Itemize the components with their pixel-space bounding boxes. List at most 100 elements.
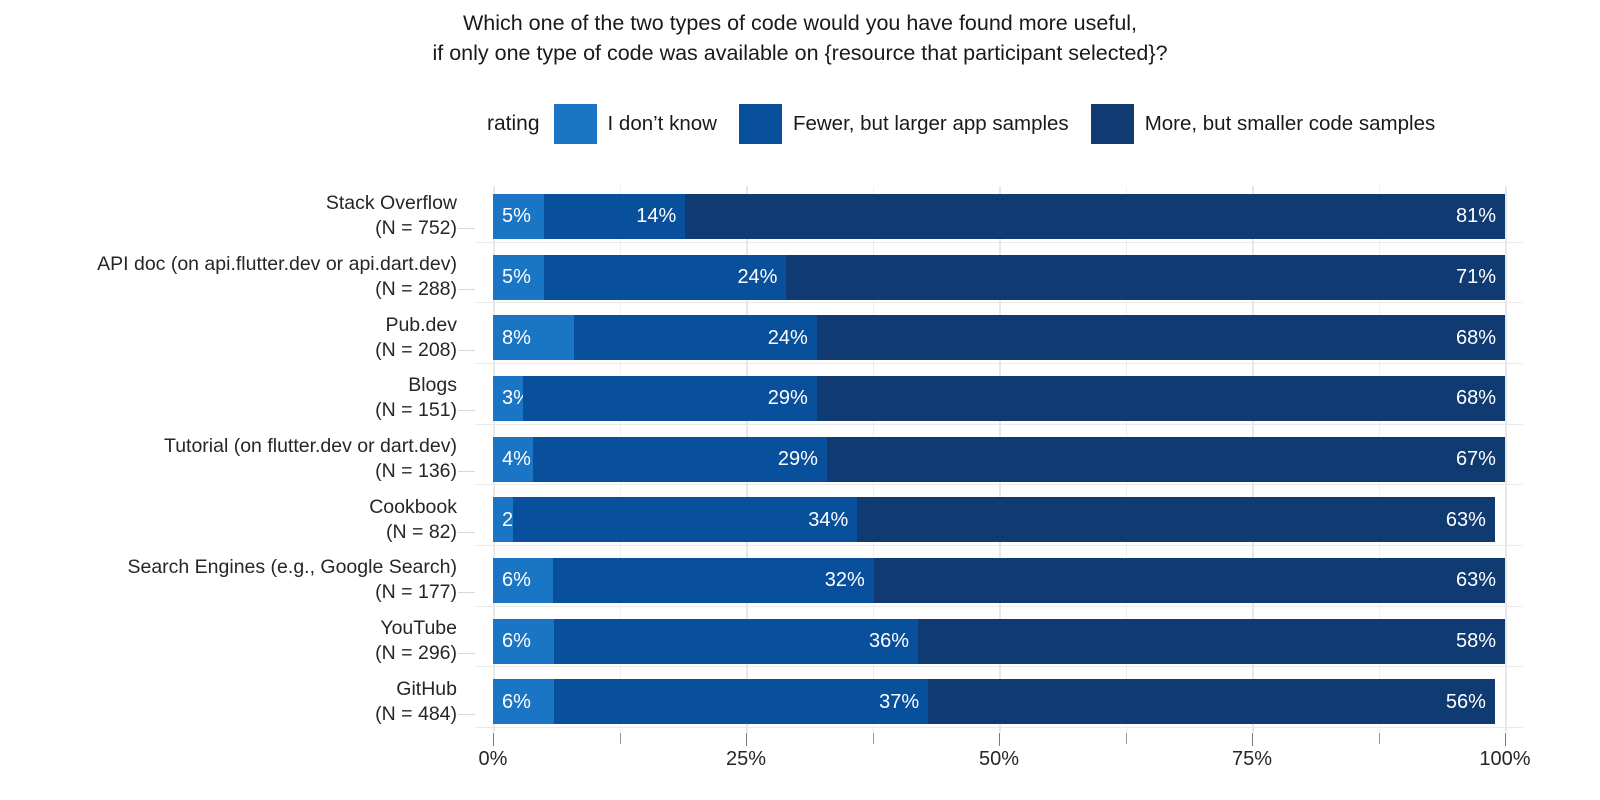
bar-row[interactable]: 4% 29% 67% (493, 436, 1505, 482)
bar-segment[interactable]: 68% (816, 315, 1505, 361)
bar-segment[interactable]: 71% (786, 254, 1505, 300)
bar-segment[interactable]: 81% (685, 193, 1505, 239)
x-axis-tick-label: 100% (1479, 748, 1531, 770)
bar-segment[interactable]: 5% (493, 254, 544, 300)
bar-segment[interactable]: 8% (493, 315, 574, 361)
bar-segment-label: 4% (502, 448, 531, 470)
bar-row[interactable]: 6% 36% 58% (493, 618, 1505, 664)
horizontal-gridline (475, 666, 1523, 668)
y-axis-category-name: Stack Overflow (325, 192, 457, 215)
bar-segment-label: 24% (737, 266, 778, 288)
bar-segment[interactable]: 32% (553, 557, 874, 603)
x-axis-major-tick (1252, 733, 1253, 746)
bar-row[interactable]: 6% 37% 56% (493, 679, 1505, 725)
x-axis-minor-tick (1125, 733, 1127, 744)
legend-entry-label: I don’t know (607, 112, 717, 135)
bar-segment-label: 68% (1455, 387, 1496, 410)
bar-segment-label: 63% (1445, 508, 1486, 531)
bar-segment-label: 6% (502, 690, 531, 713)
legend-entry[interactable]: I don’t know (553, 104, 717, 144)
bar-row[interactable]: 8% 24% 68% (493, 315, 1505, 361)
bar-row[interactable]: 5% 14% 81% (493, 193, 1505, 239)
x-axis-tick-label: 75% (1231, 748, 1273, 770)
chart-legend: rating I don’t know Fewer, but larger app… (487, 103, 1457, 145)
bar-segment[interactable]: 36% (553, 618, 919, 664)
y-axis-category-name: GitHub (396, 677, 457, 700)
bar-segment-label: 6% (502, 630, 531, 652)
legend-title: rating (487, 112, 540, 135)
horizontal-gridline (475, 545, 1523, 547)
y-axis-category-name: Pub.dev (385, 313, 457, 336)
bar-row[interactable]: 5% 24% 71% (493, 254, 1505, 300)
bar-segment[interactable]: 34% (513, 497, 858, 543)
bar-segment-label: 8% (502, 326, 531, 349)
bar-segment[interactable]: 56% (928, 679, 1495, 725)
bar-segment[interactable]: 14% (543, 193, 686, 239)
bar-segment-label: 56% (1445, 690, 1486, 713)
x-axis-tick-label: 0% (478, 748, 508, 770)
bar-segment-label: 71% (1455, 266, 1496, 288)
bar-segment[interactable]: 6% (493, 557, 554, 603)
y-axis-label: Search Engines (e.g., Google Search) (N =… (127, 555, 457, 605)
y-axis-tick (458, 471, 475, 472)
y-axis-label: API doc (on api.flutter.dev or api.dart.… (97, 252, 457, 302)
bar-segment[interactable]: 58% (918, 618, 1505, 664)
x-axis-minor-tick (619, 733, 621, 744)
plot-area: 5% 14% 81% 5% 24% 71% 8% 24% 68% 3% 29% 68% 4% 29% 67%… (475, 186, 1523, 732)
x-axis-major-tick (999, 733, 1000, 746)
bar-segment[interactable]: 4% (493, 436, 534, 482)
bar-segment-label: 36% (869, 630, 910, 652)
y-axis-labels: Stack Overflow (N = 752) API doc (on api.f… (0, 186, 475, 732)
y-axis-category-name: Search Engines (e.g., Google Search) (127, 556, 457, 579)
y-axis-category-count: (N = 208) (375, 338, 457, 361)
bar-segment[interactable]: 37% (553, 679, 929, 725)
x-axis-tick-label: 25% (725, 748, 767, 770)
bar-row[interactable]: 3% 29% 68% (493, 375, 1505, 421)
horizontal-gridline (475, 484, 1523, 486)
y-axis-category-count: (N = 82) (386, 520, 457, 543)
y-axis-label: Cookbook (N = 82) (369, 495, 457, 545)
bar-segment[interactable]: 68% (816, 375, 1505, 421)
bar-segment[interactable]: 6% (493, 618, 554, 664)
legend-swatch-icon (553, 104, 597, 144)
x-axis-minor-tick (872, 733, 874, 744)
bar-row[interactable]: 2% 34% 63% (493, 497, 1505, 543)
y-axis-label: Stack Overflow (N = 752) (326, 191, 457, 241)
bar-segment-label: 5% (502, 205, 531, 228)
bar-segment-label: 68% (1455, 326, 1496, 349)
bar-segment[interactable]: 6% (493, 679, 554, 725)
y-axis-tick (458, 713, 475, 715)
x-axis-major-tick (493, 733, 494, 746)
bar-segment[interactable]: 3% (493, 375, 531, 421)
y-axis-label: Tutorial (on flutter.dev or dart.dev) (N … (164, 434, 457, 484)
bar-segment[interactable]: 63% (873, 557, 1505, 603)
bar-segment[interactable]: 24% (543, 254, 787, 300)
x-axis-minor-tick (1378, 733, 1380, 744)
legend-entry[interactable]: More, but smaller code samples (1090, 104, 1436, 144)
x-axis-tick-labels: 0% 25% 50% 75% 100% (479, 748, 1531, 778)
legend-swatch-icon (738, 104, 782, 144)
horizontal-gridline (475, 605, 1523, 607)
legend-entry-label: Fewer, but larger app samples (792, 112, 1069, 135)
y-axis-category-count: (N = 752) (375, 217, 457, 240)
bar-segment-label: 67% (1455, 448, 1496, 470)
bar-segment[interactable]: 24% (573, 315, 817, 361)
legend-entry-label: More, but smaller code samples (1144, 112, 1436, 135)
bar-segment[interactable]: 29% (533, 436, 827, 482)
y-axis-category-count: (N = 177) (375, 581, 457, 604)
y-axis-category-count: (N = 288) (375, 278, 457, 300)
chart-title-line-2: if only one type of code was available o… (432, 41, 1168, 65)
bar-segment[interactable]: 63% (857, 497, 1495, 543)
legend-entry[interactable]: Fewer, but larger app samples (738, 104, 1069, 144)
bar-rows: 5% 14% 81% 5% 24% 71% 8% 24% 68% 3% 29% 68% 4% 29% 67%… (475, 186, 1523, 732)
bar-segment[interactable]: 2% (493, 497, 531, 543)
bar-segment-label: 6% (502, 569, 531, 592)
bar-segment-label: 34% (808, 508, 849, 531)
bar-segment[interactable]: 29% (523, 375, 817, 421)
bar-row[interactable]: 6% 32% 63% (493, 557, 1505, 603)
bar-segment[interactable]: 5% (493, 193, 544, 239)
bar-segment[interactable]: 67% (826, 436, 1505, 482)
chart-title: Which one of the two types of code would… (0, 8, 1600, 68)
y-axis-tick (458, 531, 475, 533)
bar-segment-label: 29% (777, 448, 818, 470)
